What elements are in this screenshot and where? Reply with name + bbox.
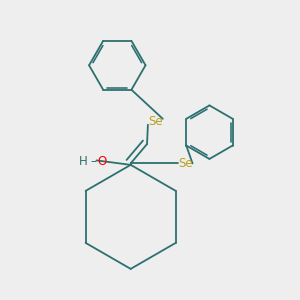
Text: Se: Se: [178, 157, 192, 170]
Text: Se: Se: [148, 115, 163, 128]
Text: –: –: [90, 155, 96, 168]
Text: H: H: [79, 155, 88, 168]
Text: O: O: [97, 155, 106, 168]
